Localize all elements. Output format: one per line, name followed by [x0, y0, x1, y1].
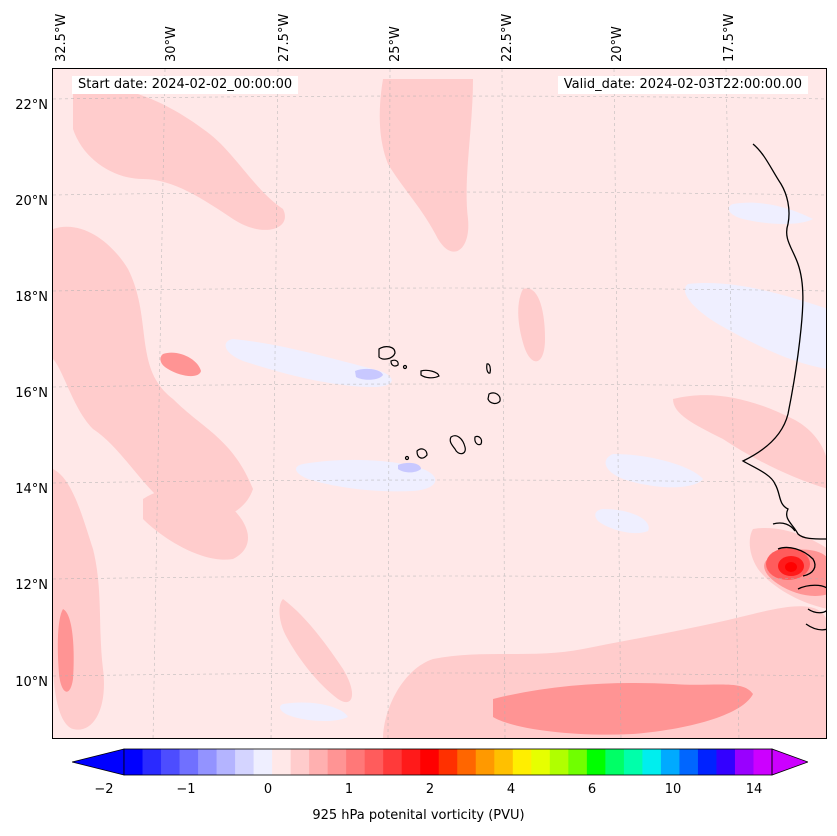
colorbar-segment	[623, 749, 643, 775]
lat-label-14n: 14°N	[15, 482, 48, 497]
colorbar-segment	[568, 749, 588, 775]
colorbar-tick-4: 4	[506, 782, 516, 797]
pv-positive-strong-regions	[766, 548, 810, 580]
valid-date-label: Valid_date: 2024-02-03T22:00:00.00	[557, 76, 808, 94]
lat-label-16n: 16°N	[15, 386, 48, 401]
colorbar-segment	[364, 749, 384, 775]
start-date-label: Start date: 2024-02-02_00:00:00	[72, 76, 299, 94]
colorbar-segment	[697, 749, 717, 775]
lat-label-18n: 18°N	[15, 290, 48, 305]
colorbar-segment	[753, 749, 773, 775]
pv-negative-light-regions	[225, 202, 826, 722]
colorbar-segment	[549, 749, 569, 775]
pv-negative-mid-regions	[355, 368, 421, 473]
colorbar-segment	[198, 749, 218, 775]
colorbar-tick-minus-2: −2	[94, 782, 114, 797]
lon-label-22-5w: 22.5°W	[500, 13, 515, 62]
colorbar-segment	[457, 749, 477, 775]
coastline-africa	[741, 143, 826, 631]
colorbar-segment	[716, 749, 736, 775]
lat-label-10n: 10°N	[15, 675, 48, 690]
colorbar-segment	[124, 749, 144, 775]
colorbar-segment	[642, 749, 662, 775]
colorbar-segment	[272, 749, 292, 775]
lon-label-25w: 25°W	[388, 26, 403, 62]
lat-label-20n: 20°N	[15, 194, 48, 209]
colorbar-tick-0: 0	[263, 782, 273, 797]
pv-positive-mid-regions	[57, 352, 826, 735]
colorbar-segment	[420, 749, 440, 775]
colorbar-extend-high	[771, 748, 808, 776]
colorbar-segment	[586, 749, 606, 775]
colorbar-segment	[235, 749, 255, 775]
colorbar-segment	[179, 749, 199, 775]
colorbar-segment	[605, 749, 625, 775]
colorbar-tick-minus-1: −1	[176, 782, 196, 797]
colorbar-segment	[512, 749, 532, 775]
lat-label-22n: 22°N	[15, 98, 48, 113]
map-gridlines	[53, 69, 826, 738]
colorbar-segment	[253, 749, 273, 775]
colorbar-segment	[531, 749, 551, 775]
lat-label-12n: 12°N	[15, 578, 48, 593]
colorbar-extend-low	[72, 748, 125, 776]
colorbar-segment	[216, 749, 236, 775]
colorbar-tick-10: 10	[664, 782, 682, 797]
cape-verde-islands	[378, 346, 501, 461]
colorbar-segment	[679, 749, 699, 775]
colorbar-segment	[290, 749, 310, 775]
colorbar-segment	[475, 749, 495, 775]
map-field-svg	[53, 69, 826, 738]
colorbar-segment	[142, 749, 162, 775]
colorbar-segment	[327, 749, 347, 775]
colorbar-segment	[161, 749, 181, 775]
lon-label-17-5w: 17.5°W	[722, 13, 737, 62]
colorbar-segment	[309, 749, 329, 775]
colorbar-segment	[346, 749, 366, 775]
colorbar-segment	[660, 749, 680, 775]
colorbar-segment	[383, 749, 403, 775]
colorbar-tick-14: 14	[745, 782, 763, 797]
colorbar	[72, 748, 808, 776]
lon-label-32-5w: 32.5°W	[54, 13, 69, 62]
colorbar-tick-6: 6	[587, 782, 597, 797]
lon-label-30w: 30°W	[164, 26, 179, 62]
colorbar-outline	[123, 748, 773, 776]
colorbar-label: 925 hPa potenital vorticity (PVU)	[312, 808, 525, 823]
colorbar-segment	[401, 749, 421, 775]
lon-label-27-5w: 27.5°W	[277, 13, 292, 62]
colorbar-segment	[494, 749, 514, 775]
colorbar-tick-1: 1	[344, 782, 354, 797]
lon-label-20w: 20°W	[610, 26, 625, 62]
colorbar-segment	[438, 749, 458, 775]
colorbar-tick-2: 2	[425, 782, 435, 797]
map-panel[interactable]	[52, 68, 827, 739]
colorbar-segment	[734, 749, 754, 775]
